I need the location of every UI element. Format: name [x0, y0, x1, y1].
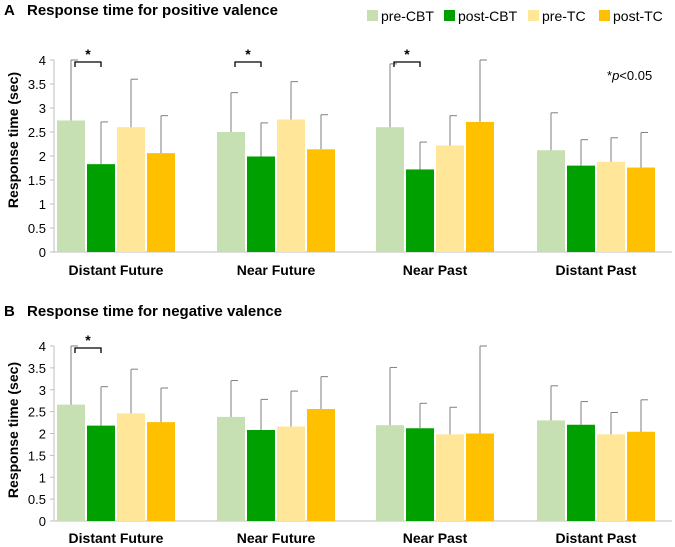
y-axis-label-a: Response time (sec): [5, 72, 21, 208]
bar-post-cbt-distant-future: [87, 425, 115, 521]
y-tick-label: 0.5: [28, 492, 46, 507]
y-axis-label-b: Response time (sec): [5, 362, 21, 498]
y-tick-label: 1: [39, 197, 46, 212]
panel-a: A Response time for positive valence pre…: [4, 2, 672, 278]
category-label-distant-future: Distant Future: [69, 530, 164, 546]
significance-note: *p<0.05: [607, 68, 652, 83]
category-label-distant-future: Distant Future: [69, 262, 164, 278]
bar-post-tc-distant-past: [627, 431, 655, 521]
panel-b-title: Response time for negative valence: [27, 303, 282, 320]
y-tick-label: 0: [39, 514, 46, 529]
bar-post-cbt-distant-past: [567, 424, 595, 521]
significance-bracket: [74, 347, 102, 353]
category-label-near-past: Near Past: [403, 530, 468, 546]
bar-pre-tc-near-future: [277, 119, 305, 253]
legend-swatch-post-cbt: [444, 10, 455, 21]
bar-post-cbt-distant-past: [567, 165, 595, 252]
bar-pre-cbt-distant-future: [57, 404, 85, 521]
significance-bracket: [234, 61, 262, 67]
y-tick-label: 1.5: [28, 173, 46, 188]
bar-post-tc-distant-future: [147, 422, 175, 521]
bar-pre-cbt-near-future: [217, 132, 245, 252]
y-tick-label: 1.5: [28, 448, 46, 463]
legend: pre-CBT post-CBT pre-TC post-TC: [367, 8, 663, 24]
significance-bracket: [393, 61, 421, 67]
category-label-distant-past: Distant Past: [556, 530, 637, 546]
bar-pre-cbt-distant-future: [57, 120, 85, 252]
bar-post-tc-near-future: [307, 149, 335, 252]
bar-pre-tc-distant-future: [117, 127, 145, 252]
bar-pre-cbt-distant-past: [537, 420, 565, 521]
panel-a-label: A: [4, 2, 15, 19]
legend-label-post-tc: post-TC: [613, 8, 663, 24]
bar-pre-tc-near-past: [436, 145, 464, 252]
significance-star: *: [85, 46, 91, 62]
y-tick-label: 2.5: [28, 405, 46, 420]
y-tick-label: 2.5: [28, 125, 46, 140]
bar-pre-cbt-near-past: [376, 425, 404, 521]
bar-pre-tc-distant-past: [597, 434, 625, 521]
legend-label-post-cbt: post-CBT: [458, 8, 518, 24]
panel-b-label: B: [4, 303, 15, 320]
y-tick-label: 3.5: [28, 361, 46, 376]
bar-pre-tc-near-future: [277, 426, 305, 521]
y-tick-label: 3: [39, 101, 46, 116]
bar-post-tc-distant-past: [627, 167, 655, 252]
legend-label-pre-cbt: pre-CBT: [381, 8, 434, 24]
category-label-near-future: Near Future: [237, 262, 316, 278]
y-tick-label: 3.5: [28, 77, 46, 92]
bar-pre-cbt-near-future: [217, 416, 245, 521]
significance-note-p: p: [611, 68, 619, 83]
legend-swatch-pre-tc: [528, 10, 539, 21]
bar-post-cbt-near-future: [247, 156, 275, 252]
y-tick-label: 2: [39, 149, 46, 164]
significance-note-prefix: *: [607, 68, 612, 83]
bar-post-tc-near-past: [466, 433, 494, 521]
significance-star: *: [85, 332, 91, 348]
legend-label-pre-tc: pre-TC: [542, 8, 586, 24]
y-tick-label: 2: [39, 427, 46, 442]
bar-post-cbt-near-future: [247, 430, 275, 521]
bar-post-cbt-distant-future: [87, 164, 115, 252]
bar-post-tc-near-past: [466, 121, 494, 252]
bar-post-tc-near-future: [307, 409, 335, 521]
bar-pre-cbt-near-past: [376, 127, 404, 252]
bar-post-cbt-near-past: [406, 428, 434, 521]
y-tick-label: 4: [39, 339, 46, 354]
significance-star: *: [245, 46, 251, 62]
bar-post-cbt-near-past: [406, 169, 434, 252]
significance-bracket: [74, 61, 102, 67]
bar-pre-tc-distant-future: [117, 413, 145, 521]
plot-area-a: 0 0.5 1 1.5 2 2.5 3 3.5 4 Distant Future Near Futu…: [28, 46, 672, 278]
y-tick-label: 1: [39, 470, 46, 485]
category-label-distant-past: Distant Past: [556, 262, 637, 278]
bar-post-tc-distant-future: [147, 153, 175, 252]
panel-a-title: Response time for positive valence: [27, 2, 278, 19]
y-tick-label: 0: [39, 245, 46, 260]
legend-swatch-post-tc: [599, 10, 610, 21]
category-label-near-future: Near Future: [237, 530, 316, 546]
bar-pre-tc-distant-past: [597, 161, 625, 252]
significance-note-suffix: <0.05: [619, 68, 652, 83]
significance-star: *: [404, 46, 410, 62]
category-label-near-past: Near Past: [403, 262, 468, 278]
plot-area-b: 0 0.5 1 1.5 2 2.5 3 3.5 4 Distant Future Near Futu…: [28, 332, 672, 546]
bar-pre-tc-near-past: [436, 434, 464, 521]
y-tick-label: 0.5: [28, 221, 46, 236]
y-tick-label: 4: [39, 53, 46, 68]
y-tick-label: 3: [39, 383, 46, 398]
panel-b: B Response time for negative valence Res…: [4, 303, 672, 546]
legend-swatch-pre-cbt: [367, 10, 378, 21]
bar-pre-cbt-distant-past: [537, 150, 565, 252]
